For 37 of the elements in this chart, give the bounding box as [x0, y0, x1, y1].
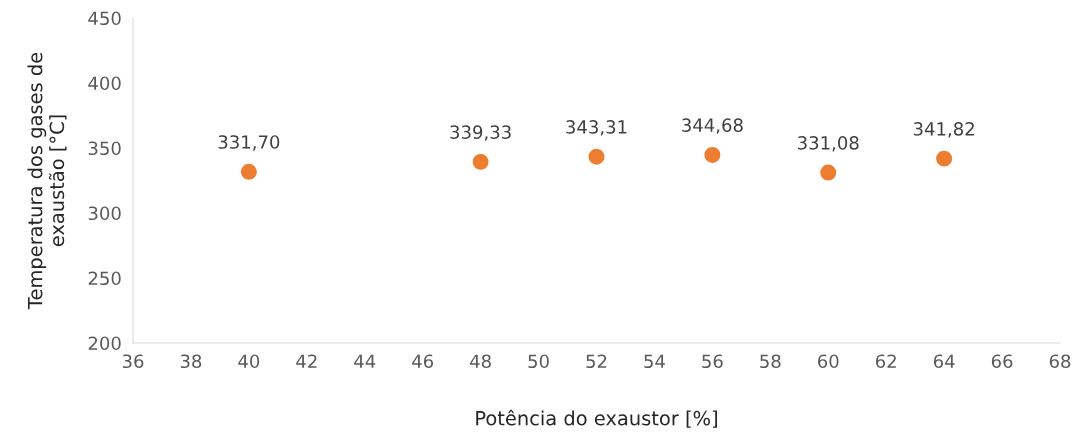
- y-axis-title: Temperatura dos gases de exaustão [°C]: [27, 52, 67, 310]
- y-tick-label: 450: [88, 11, 121, 26]
- data-label: 331,08: [798, 136, 859, 152]
- point: [936, 150, 953, 167]
- x-tick-label: 50: [528, 354, 549, 369]
- data-label: 343,31: [566, 120, 627, 136]
- x-axis-title: Potência do exaustor [%]: [476, 409, 717, 428]
- x-tick-label: 42: [296, 354, 317, 368]
- x-tick-label: 58: [760, 354, 781, 369]
- point: [472, 153, 489, 170]
- x-tick-label: 54: [644, 354, 665, 369]
- point: [240, 163, 257, 180]
- point: [588, 148, 605, 165]
- x-tick-label: 48: [470, 354, 491, 369]
- x-tick-label: 60: [818, 354, 839, 369]
- data-label: 341,82: [913, 122, 974, 138]
- x-tick-label: 62: [875, 354, 896, 369]
- x-tick-label: 40: [238, 354, 260, 369]
- data-label: 331,70: [218, 135, 280, 151]
- x-tick-label: 52: [586, 354, 607, 369]
- y-tick-label: 250: [88, 271, 121, 286]
- data-label: 344,68: [682, 118, 743, 134]
- y-tick-label: 350: [88, 141, 121, 156]
- x-tick-label: 56: [702, 354, 723, 369]
- x-tick-label: 38: [180, 354, 202, 369]
- x-tick-label: 68: [1049, 354, 1071, 369]
- x-tick-label: 64: [933, 354, 955, 369]
- x-tick-label: 36: [122, 354, 144, 369]
- x-tick-label: 46: [412, 354, 434, 369]
- x-tick-label: 66: [991, 354, 1013, 369]
- y-tick-label: 400: [88, 76, 121, 91]
- y-tick-label: 300: [88, 206, 121, 221]
- x-tick-label: 44: [354, 354, 376, 368]
- point: [820, 164, 837, 181]
- y-tick-label: 200: [88, 336, 121, 351]
- data-label: 339,33: [450, 125, 511, 141]
- point: [704, 146, 721, 163]
